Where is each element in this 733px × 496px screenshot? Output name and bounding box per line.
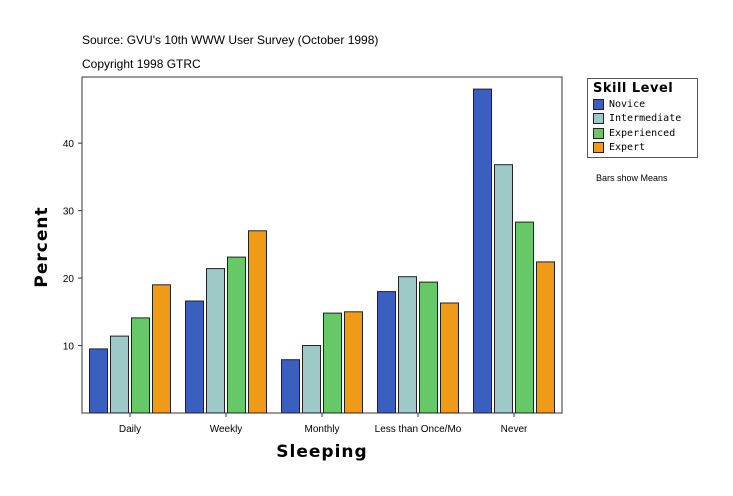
bar-monthly-expert	[344, 311, 363, 414]
legend-swatch-novice	[593, 98, 604, 110]
x-tick-label-weekly: Weekly	[210, 424, 243, 435]
legend-label-expert: Expert	[609, 142, 646, 154]
bars-note: Bars show Means	[596, 173, 668, 183]
y-tick-label-40: 40	[63, 139, 75, 150]
bar-less-than-once-mo-intermediate	[398, 276, 417, 414]
y-tick-label-10: 10	[63, 342, 75, 353]
x-tick-label-monthly: Monthly	[304, 424, 339, 435]
bar-daily-intermediate	[110, 335, 129, 414]
bar-daily-novice	[89, 348, 108, 414]
bar-less-than-once-mo-expert	[440, 302, 459, 414]
legend: Skill Level Novice Intermediate Experien…	[587, 78, 698, 158]
bar-daily-experienced	[131, 317, 150, 414]
bar-weekly-intermediate	[206, 268, 225, 414]
x-tick-label-never: Never	[501, 424, 528, 435]
bar-never-intermediate	[494, 164, 513, 414]
copyright-note: Copyright 1998 GTRC	[82, 57, 201, 71]
bars-group	[89, 88, 555, 414]
legend-label-experienced: Experienced	[609, 127, 676, 139]
bar-never-expert	[536, 261, 555, 414]
legend-item-experienced: Experienced	[588, 126, 697, 141]
legend-item-intermediate: Intermediate	[588, 112, 697, 127]
y-axis: 10 20 30 40	[63, 139, 82, 353]
legend-label-intermediate: Intermediate	[609, 113, 682, 125]
y-tick-label-30: 30	[63, 207, 75, 218]
bar-less-than-once-mo-experienced	[419, 281, 438, 414]
legend-title: Skill Level	[593, 81, 674, 96]
legend-swatch-intermediate	[593, 113, 604, 125]
bar-weekly-experienced	[227, 256, 246, 414]
bar-monthly-intermediate	[302, 345, 321, 414]
bar-monthly-experienced	[323, 312, 342, 414]
bar-never-experienced	[515, 221, 534, 414]
source-note: Source: GVU's 10th WWW User Survey (Octo…	[82, 33, 379, 47]
legend-swatch-expert	[593, 142, 604, 154]
x-axis-title: Sleeping	[276, 442, 367, 462]
y-axis-title: Percent	[32, 206, 52, 287]
bar-weekly-novice	[185, 300, 204, 414]
bar-monthly-novice	[281, 359, 300, 414]
bar-weekly-expert	[248, 230, 267, 414]
legend-item-novice: Novice	[588, 97, 697, 112]
y-tick-label-20: 20	[63, 274, 75, 285]
bar-daily-expert	[152, 284, 171, 414]
legend-label-novice: Novice	[609, 98, 646, 110]
x-tick-label-daily: Daily	[119, 424, 141, 435]
bar-never-novice	[473, 88, 492, 414]
bar-less-than-once-mo-novice	[377, 291, 396, 414]
x-tick-label-less-than-once-mo: Less than Once/Mo	[375, 424, 462, 435]
legend-swatch-experienced	[593, 127, 604, 139]
legend-item-expert: Expert	[588, 141, 697, 156]
x-axis: Daily Weekly Monthly Less than Once/Mo Never	[119, 413, 528, 435]
